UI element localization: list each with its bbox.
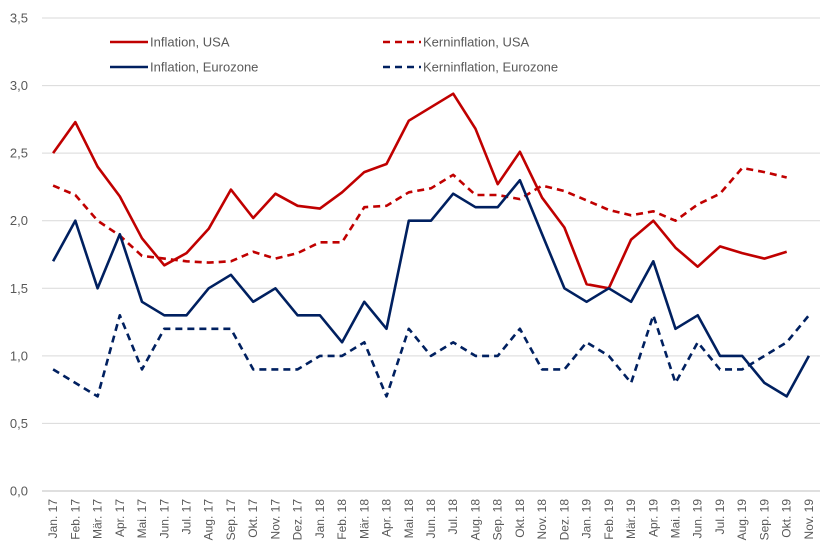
x-tick-label: Jun. 18 — [424, 499, 438, 539]
x-tick-label: Jul. 17 — [179, 499, 193, 535]
x-tick-label: Jan. 18 — [313, 499, 327, 539]
x-tick-label: Feb. 17 — [68, 499, 82, 540]
y-tick-label: 2,0 — [10, 213, 28, 228]
x-tick-label: Aug. 19 — [735, 499, 749, 541]
x-tick-label: Okt. 17 — [246, 499, 260, 538]
y-axis-tick-labels: 0,0 0,5 1,0 1,5 2,0 2,5 3,0 3,5 — [10, 11, 28, 499]
series-lines — [51, 92, 811, 398]
x-tick-label: Sep. 19 — [757, 499, 771, 541]
y-tick-label: 0,5 — [10, 416, 28, 431]
x-tick-label: Nov. 17 — [268, 499, 282, 540]
x-tick-label: Mai. 19 — [669, 499, 683, 539]
x-tick-label: Jun. 19 — [691, 499, 705, 539]
series-line-4 — [52, 314, 810, 398]
y-tick-label: 3,0 — [10, 78, 28, 93]
x-tick-label: Mär. 19 — [624, 499, 638, 539]
x-tick-label: Aug. 18 — [468, 499, 482, 541]
x-tick-label: Mär. 17 — [91, 499, 105, 539]
x-tick-label: Feb. 19 — [602, 499, 616, 540]
x-tick-label: Nov. 19 — [802, 499, 816, 540]
x-tick-label: Feb. 18 — [335, 499, 349, 540]
x-tick-label: Apr. 19 — [646, 499, 660, 537]
x-tick-label: Jan. 17 — [46, 499, 60, 539]
x-tick-label: Okt. 19 — [780, 499, 794, 538]
legend-label: Kerninflation, USA — [423, 35, 530, 50]
x-tick-label: Mai. 17 — [135, 499, 149, 539]
x-tick-label: Nov. 18 — [535, 499, 549, 540]
y-tick-label: 3,5 — [10, 11, 28, 26]
x-tick-label: Sep. 18 — [491, 499, 505, 541]
x-tick-label: Aug. 17 — [202, 499, 216, 541]
legend: Inflation, USA Kerninflation, USA Inflatio… — [110, 35, 558, 75]
x-tick-label: Mai. 18 — [402, 499, 416, 539]
y-tick-label: 1,5 — [10, 281, 28, 296]
x-tick-label: Okt. 18 — [513, 499, 527, 538]
series-line-2 — [52, 166, 788, 264]
y-tick-label: 2,5 — [10, 146, 28, 161]
legend-label: Inflation, Eurozone — [150, 60, 258, 75]
x-tick-label: Mär. 18 — [357, 499, 371, 539]
x-tick-label: Apr. 18 — [380, 499, 394, 537]
x-tick-label: Jun. 17 — [157, 499, 171, 539]
x-tick-label: Sep. 17 — [224, 499, 238, 541]
x-tick-label: Jul. 18 — [446, 499, 460, 535]
y-tick-label: 1,0 — [10, 348, 28, 363]
x-tick-label: Apr. 17 — [113, 499, 127, 537]
x-tick-label: Dez. 17 — [291, 499, 305, 541]
x-axis-tick-labels: Jan. 17 Feb. 17 Mär. 17 Apr. 17 Mai. 17 Jun. … — [46, 499, 816, 541]
x-tick-label: Jan. 19 — [580, 499, 594, 539]
gridlines — [42, 17, 820, 424]
x-tick-label: Jul. 19 — [713, 499, 727, 535]
legend-label: Kerninflation, Eurozone — [423, 60, 558, 75]
x-tick-label: Dez. 18 — [557, 499, 571, 541]
series-line-3 — [51, 178, 811, 398]
y-tick-label: 0,0 — [10, 484, 28, 499]
legend-label: Inflation, USA — [150, 35, 230, 50]
